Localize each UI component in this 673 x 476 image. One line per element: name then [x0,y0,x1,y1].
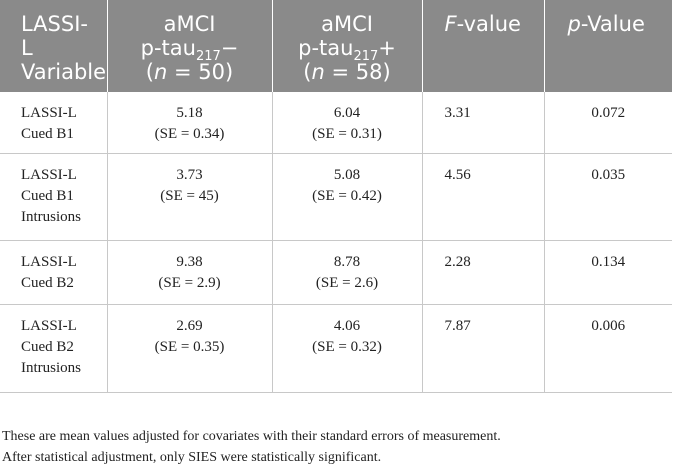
table-footnote: These are mean values adjusted for covar… [2,426,670,468]
tau-sign: − [220,36,239,60]
results-table: LASSI- L Variable aMCI p-tau217− (n = 50… [0,0,672,393]
p-symbol: p [567,12,581,36]
header-f-value: F-value [422,0,545,92]
footnote-line-2: After statistical adjustment, only SIES … [2,450,382,465]
mean-value: 4.06 [333,317,361,334]
n-open: ( [145,60,154,84]
tau-negative-cell: 5.18 (SE = 0.34) [107,92,273,154]
header-variable-line-3: Variable [21,60,107,84]
f-value-cell: 2.28 [422,240,545,305]
header-group-label: aMCI [321,12,373,36]
tau-negative-cell: 9.38 (SE = 2.9) [107,240,273,305]
variable-line: LASSI-L [21,317,77,334]
variable-line: LASSI-L [21,105,77,121]
f-symbol: F [444,12,457,36]
n-count: = 58) [324,60,391,84]
p-value-cell: 0.072 [544,92,672,154]
n-count: = 50) [167,60,234,84]
f-label: -value [456,12,521,36]
header-variable-line-1: LASSI- [21,12,88,36]
variable-cell: LASSI-L Cued B1 [0,92,108,154]
tau-positive-cell: 6.04 (SE = 0.31) [272,92,423,154]
f-value-cell: 7.87 [422,304,545,393]
header-row: LASSI- L Variable aMCI p-tau217− (n = 50… [0,0,672,92]
table-row: LASSI-L Cued B1 Intrusions 3.73 (SE = 45… [0,153,672,241]
tau-prefix: p-tau [298,36,354,60]
se-value: (SE = 0.42) [312,187,382,204]
variable-line: Intrusions [21,208,81,225]
variable-line: Intrusions [21,359,81,376]
header-variable-line-2: L [21,36,33,60]
n-var: n [154,60,168,84]
header-tau-positive: aMCI p-tau217+ (n = 58) [272,0,423,92]
header-p-value: p-Value [544,0,672,92]
header-n-label: (n = 50) [108,60,272,84]
mean-value: 2.69 [176,317,203,334]
mean-value: 5.08 [333,166,361,183]
se-value: (SE = 0.31) [312,126,382,142]
tau-subscript: 217 [195,49,221,64]
variable-line: LASSI-L [21,166,77,183]
footnote-line-1: These are mean values adjusted for covar… [2,429,501,444]
p-value-cell: 0.006 [544,304,672,393]
p-value-cell: 0.035 [544,153,672,241]
se-value: (SE = 2.6) [315,274,379,291]
tau-sign: + [378,36,396,60]
n-var: n [311,60,325,84]
variable-line: Cued B2 [21,338,74,355]
f-value-cell: 3.31 [422,92,545,154]
tau-positive-cell: 4.06 (SE = 0.32) [272,304,423,393]
tau-negative-cell: 3.73 (SE = 45) [107,153,273,241]
n-open: ( [303,60,312,84]
header-group-label: aMCI [163,12,216,36]
se-value: (SE = 2.9) [158,274,221,291]
p-label: -Value [580,12,645,36]
mean-value: 6.04 [333,105,361,121]
mean-value: 9.38 [176,253,203,270]
f-value-cell: 4.56 [422,153,545,241]
variable-line: Cued B1 [21,187,74,204]
se-value: (SE = 45) [160,187,219,204]
variable-cell: LASSI-L Cued B2 [0,240,108,305]
header-n-label: (n = 58) [273,60,422,84]
table-row: LASSI-L Cued B2 9.38 (SE = 2.9) 8.78 (SE… [0,240,672,305]
variable-line: Cued B1 [21,126,74,142]
mean-value: 3.73 [176,166,203,183]
tau-positive-cell: 5.08 (SE = 0.42) [272,153,423,241]
table-row: LASSI-L Cued B2 Intrusions 2.69 (SE = 0.… [0,304,672,393]
mean-value: 5.18 [176,105,203,121]
variable-line: Cued B2 [21,274,74,291]
header-tau-label: p-tau217− [108,36,272,63]
p-value-cell: 0.134 [544,240,672,305]
variable-line: LASSI-L [21,253,77,270]
tau-prefix: p-tau [140,36,196,60]
variable-cell: LASSI-L Cued B2 Intrusions [0,304,108,393]
mean-value: 8.78 [333,253,361,270]
tau-positive-cell: 8.78 (SE = 2.6) [272,240,423,305]
se-value: (SE = 0.32) [312,338,382,355]
table-container: LASSI- L Variable aMCI p-tau217− (n = 50… [0,0,672,393]
header-tau-label: p-tau217+ [273,36,422,63]
se-value: (SE = 0.35) [154,338,225,355]
tau-subscript: 217 [353,49,379,64]
tau-negative-cell: 2.69 (SE = 0.35) [107,304,273,393]
variable-cell: LASSI-L Cued B1 Intrusions [0,153,108,241]
header-tau-negative: aMCI p-tau217− (n = 50) [107,0,273,92]
se-value: (SE = 0.34) [154,126,225,142]
table-row: LASSI-L Cued B1 5.18 (SE = 0.34) 6.04 (S… [0,92,672,154]
header-variable: LASSI- L Variable [0,0,108,92]
